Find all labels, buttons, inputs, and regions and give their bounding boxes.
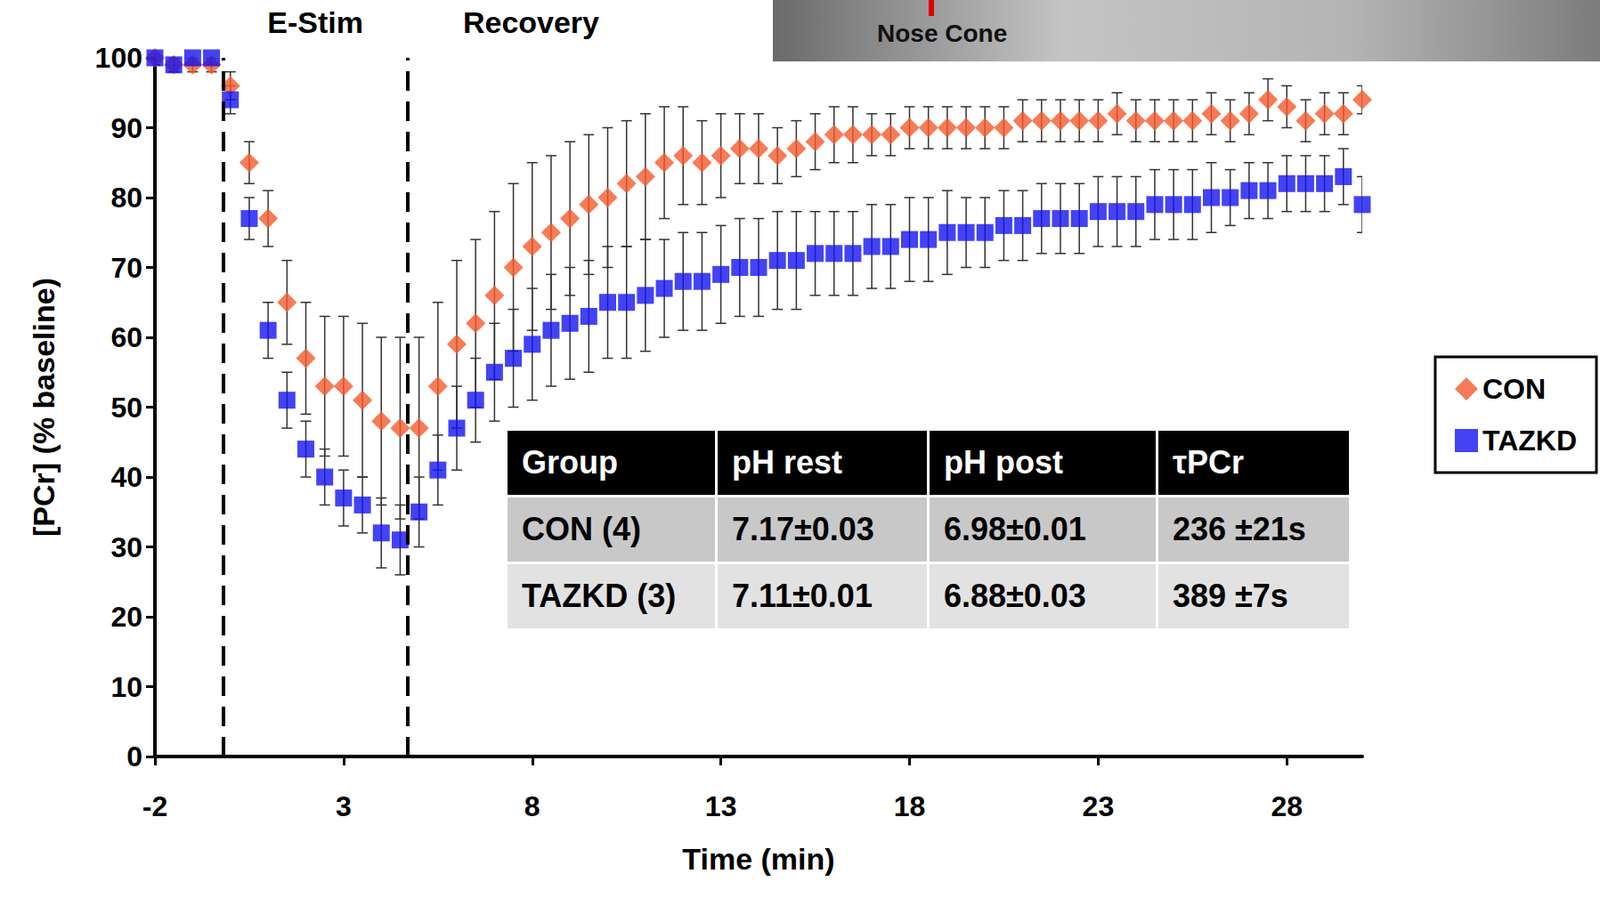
svg-text:40: 40 [110, 461, 143, 494]
svg-text:E-Stim: E-Stim [267, 5, 364, 40]
html-text:7.17±0.03: 7.17±0.03 [731, 511, 875, 548]
svg-text:Time (min): Time (min) [682, 842, 835, 877]
svg-text:TAZKD: TAZKD [1482, 424, 1577, 457]
html-text:6.88±0.03: 6.88±0.03 [943, 577, 1087, 615]
html-text:6.98±0.01: 6.98±0.01 [943, 511, 1087, 548]
html-text:389 ±7s: 389 ±7s [1172, 577, 1289, 615]
html-text:CON (4): CON (4) [521, 511, 642, 548]
svg-text:28: 28 [1270, 790, 1303, 823]
svg-text:13: 13 [705, 790, 738, 823]
html-text:236 ±21s: 236 ±21s [1172, 511, 1307, 548]
svg-text:-2: -2 [142, 790, 168, 823]
svg-text:70: 70 [110, 251, 143, 285]
svg-text:100: 100 [95, 41, 143, 74]
html-text:7.11±0.01: 7.11±0.01 [731, 577, 873, 615]
html-text:Group: Group [521, 444, 618, 481]
svg-text:18: 18 [893, 790, 926, 823]
svg-text:23: 23 [1082, 790, 1115, 823]
html-text:Nose Cone: Nose Cone [877, 19, 1008, 48]
svg-text:30: 30 [110, 531, 143, 564]
svg-text:0: 0 [126, 740, 143, 773]
svg-text:[PCr] (% baseline): [PCr] (% baseline) [26, 277, 61, 537]
svg-text:90: 90 [110, 112, 143, 145]
svg-text:20: 20 [110, 601, 143, 634]
html-text:τPCr: τPCr [1172, 444, 1244, 481]
svg-text:10: 10 [110, 671, 143, 704]
svg-text:CON: CON [1482, 373, 1546, 406]
svg-text:3: 3 [335, 790, 352, 823]
svg-text:60: 60 [110, 321, 143, 354]
html-text:pH rest: pH rest [731, 444, 843, 481]
svg-text:80: 80 [110, 181, 143, 214]
svg-text:50: 50 [110, 391, 143, 424]
svg-text:8: 8 [524, 790, 541, 823]
html-text:pH post: pH post [943, 444, 1064, 481]
svg-text:Recovery: Recovery [462, 5, 600, 40]
html-text:TAZKD (3): TAZKD (3) [521, 577, 677, 615]
